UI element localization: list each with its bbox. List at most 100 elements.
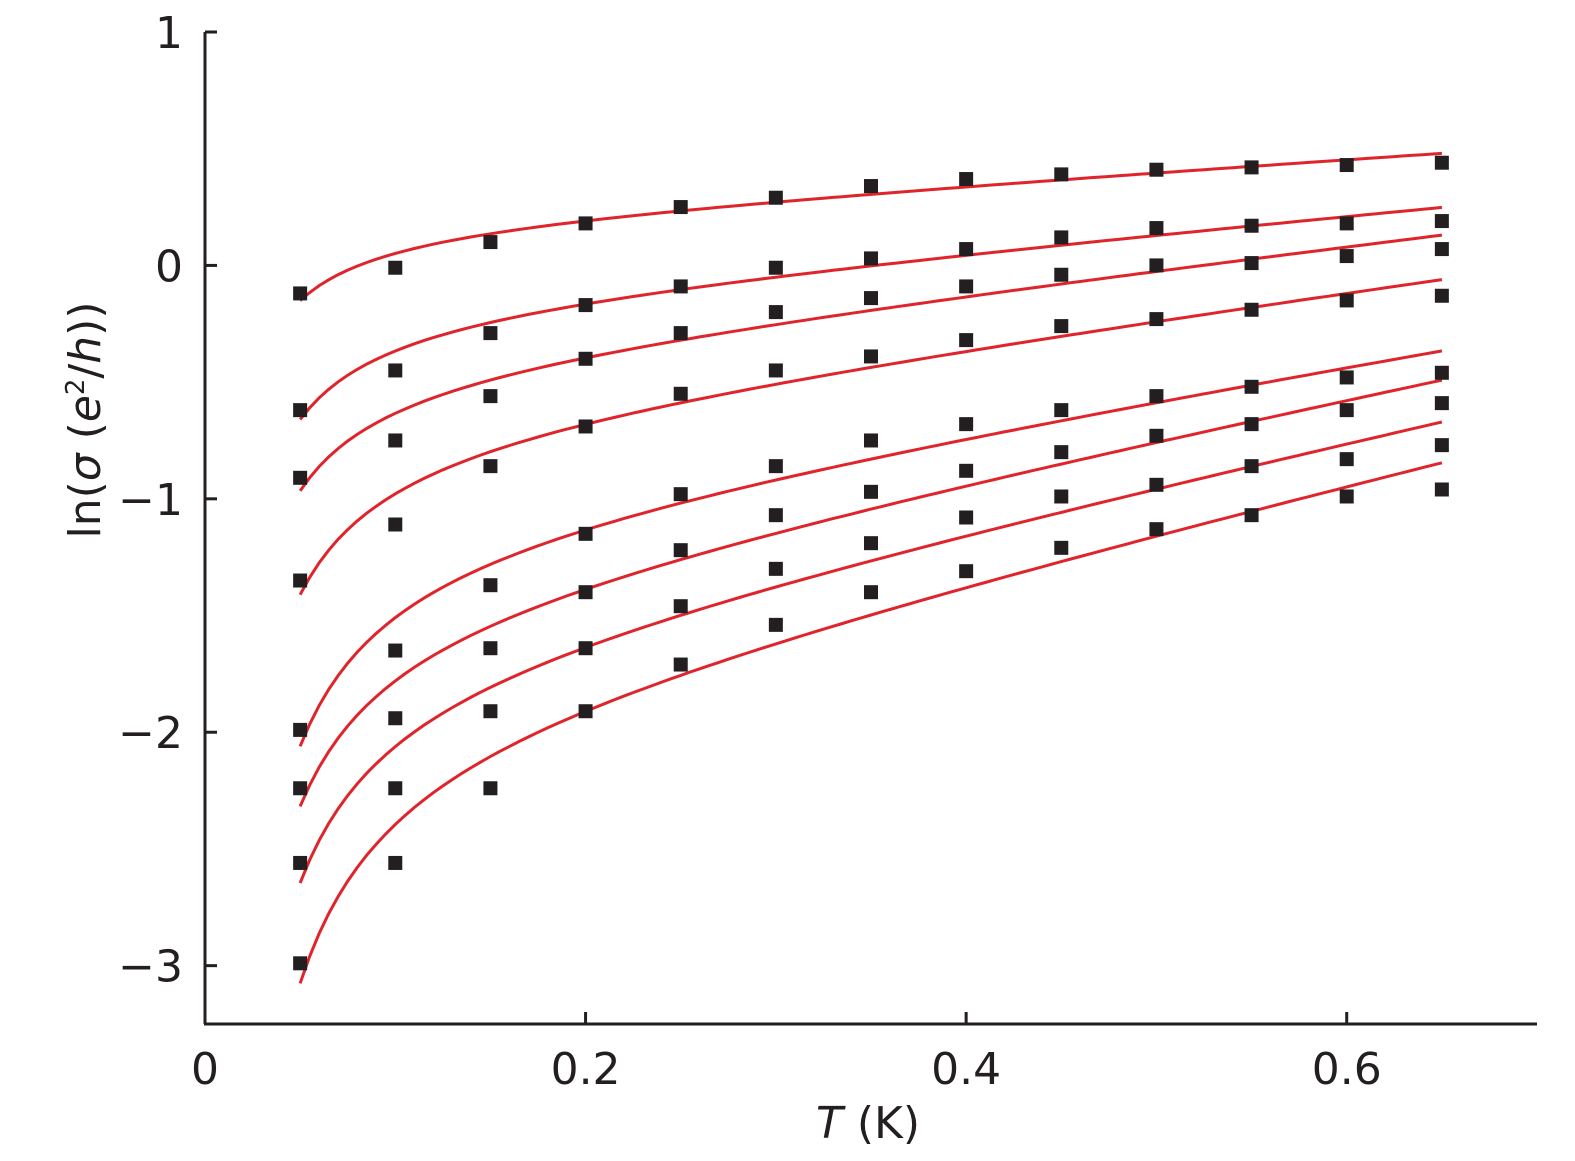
data-point bbox=[483, 704, 498, 719]
data-point bbox=[483, 235, 498, 250]
data-point bbox=[1339, 249, 1354, 264]
data-point bbox=[388, 260, 403, 275]
data-point bbox=[1434, 155, 1449, 170]
data-point bbox=[1149, 312, 1164, 327]
data-point bbox=[483, 641, 498, 656]
data-point bbox=[293, 470, 308, 485]
data-point bbox=[388, 433, 403, 448]
data-point bbox=[483, 578, 498, 593]
x-axis-title: T (K) bbox=[816, 1098, 920, 1149]
data-point bbox=[1244, 160, 1259, 175]
data-point bbox=[768, 363, 783, 378]
data-point bbox=[1434, 365, 1449, 380]
x-tick-label: 0 bbox=[191, 1044, 219, 1095]
data-point bbox=[959, 333, 974, 348]
data-point bbox=[1054, 403, 1069, 418]
data-point bbox=[1434, 288, 1449, 303]
data-point bbox=[959, 564, 974, 579]
data-point bbox=[1434, 438, 1449, 453]
data-point bbox=[388, 643, 403, 658]
data-point bbox=[959, 172, 974, 187]
data-point bbox=[1339, 403, 1354, 418]
data-point bbox=[864, 291, 878, 306]
data-point bbox=[1339, 158, 1354, 173]
y-axis-title-h: h bbox=[60, 336, 111, 364]
fit-curve-2 bbox=[298, 205, 1443, 421]
data-point bbox=[483, 459, 498, 474]
data-point bbox=[388, 855, 403, 870]
data-point bbox=[673, 386, 688, 401]
data-point bbox=[293, 956, 308, 971]
data-point bbox=[578, 298, 593, 313]
data-point bbox=[959, 463, 974, 478]
data-point bbox=[1434, 214, 1449, 229]
data-point bbox=[293, 286, 308, 301]
y-axis-title-part: ln( bbox=[60, 481, 111, 538]
y-tick-label: 0 bbox=[155, 241, 183, 292]
data-point bbox=[1054, 489, 1069, 504]
data-point bbox=[578, 351, 593, 366]
data-point bbox=[1054, 540, 1069, 555]
data-point bbox=[864, 585, 878, 600]
data-point bbox=[959, 510, 974, 525]
data-point bbox=[388, 781, 403, 796]
y-axis-title-part: ( bbox=[60, 422, 111, 453]
y-ticks: 1 0 −1 −2 −3 bbox=[118, 8, 217, 993]
data-point bbox=[388, 363, 403, 378]
x-axis-title-unit: (K) bbox=[843, 1098, 920, 1149]
data-point bbox=[1054, 267, 1069, 282]
data-point bbox=[673, 543, 688, 558]
data-point bbox=[1054, 319, 1069, 334]
data-point bbox=[959, 279, 974, 294]
data-point bbox=[864, 179, 878, 194]
data-point bbox=[673, 279, 688, 294]
data-point bbox=[864, 433, 878, 448]
data-point bbox=[1339, 452, 1354, 467]
x-ticks: 0 0.2 0.4 0.6 bbox=[191, 1012, 1382, 1095]
data-point bbox=[1244, 302, 1259, 317]
y-axis-title-e: e bbox=[60, 395, 111, 422]
data-point bbox=[1244, 459, 1259, 474]
fit-curve-1 bbox=[299, 151, 1442, 302]
data-point bbox=[1339, 216, 1354, 231]
data-point bbox=[768, 260, 783, 275]
data-point bbox=[768, 190, 783, 205]
x-tick-label: 0.2 bbox=[551, 1044, 621, 1095]
data-point bbox=[483, 326, 498, 341]
data-point bbox=[1054, 445, 1069, 460]
data-point bbox=[578, 585, 593, 600]
data-point bbox=[388, 711, 403, 726]
data-point bbox=[1434, 242, 1449, 257]
data-point bbox=[1054, 230, 1069, 245]
data-point bbox=[673, 657, 688, 672]
data-point bbox=[673, 326, 688, 341]
data-point bbox=[388, 517, 403, 532]
data-point bbox=[673, 487, 688, 502]
data-point bbox=[1244, 256, 1259, 271]
data-point bbox=[1149, 389, 1164, 404]
data-point bbox=[1434, 396, 1449, 411]
y-tick-label: −3 bbox=[118, 942, 183, 993]
data-point bbox=[768, 561, 783, 576]
data-point bbox=[864, 251, 878, 266]
y-tick-label: −2 bbox=[118, 708, 183, 759]
data-point bbox=[1149, 221, 1164, 236]
data-point bbox=[673, 599, 688, 614]
data-point bbox=[293, 403, 308, 418]
data-point bbox=[1244, 379, 1259, 394]
x-tick-label: 0.4 bbox=[931, 1044, 1001, 1095]
data-point bbox=[1339, 489, 1354, 504]
y-axis-title-sigma: σ bbox=[60, 452, 111, 481]
data-point bbox=[959, 417, 974, 432]
data-markers bbox=[293, 155, 1449, 971]
data-point bbox=[768, 617, 783, 632]
data-point bbox=[1149, 258, 1164, 273]
data-point bbox=[1339, 293, 1354, 308]
data-point bbox=[578, 641, 593, 656]
data-point bbox=[864, 484, 878, 499]
data-point bbox=[578, 526, 593, 541]
x-axis-title-symbol: T bbox=[816, 1098, 846, 1149]
y-axis-title-superscript: 2 bbox=[61, 379, 91, 396]
data-point bbox=[864, 349, 878, 364]
data-point bbox=[578, 419, 593, 434]
